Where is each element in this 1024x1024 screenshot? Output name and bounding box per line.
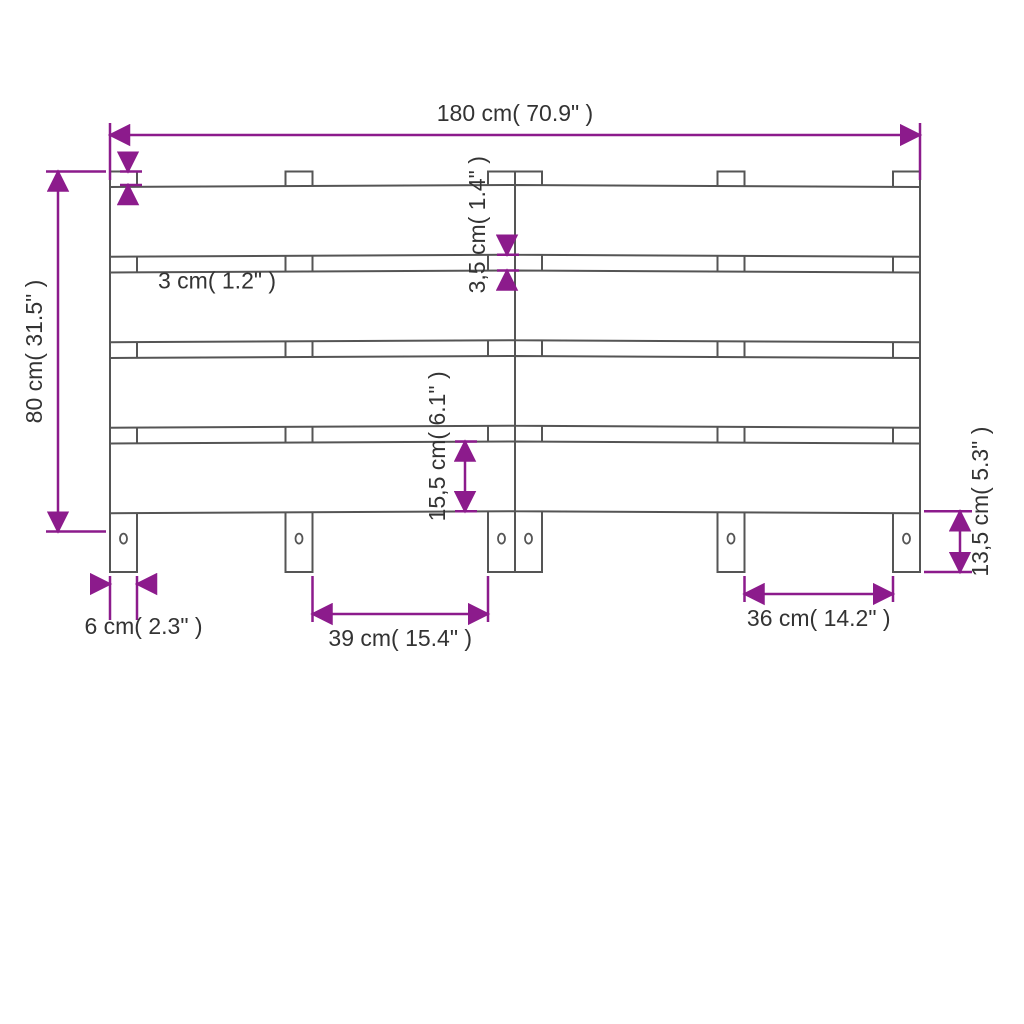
dimension-label: 15,5 cm( 6.1" ) [424, 371, 450, 521]
dimension-label: 39 cm( 15.4" ) [328, 625, 472, 651]
dimension-label: 13,5 cm( 5.3" ) [967, 427, 993, 577]
dimension-label: 36 cm( 14.2" ) [747, 605, 891, 631]
dimension-label: 3 cm( 1.2" ) [158, 267, 276, 293]
dimension-label: 180 cm( 70.9" ) [437, 100, 593, 126]
dimension-label: 3,5 cm( 1.4" ) [464, 156, 490, 293]
dimension-label: 80 cm( 31.5" ) [21, 280, 47, 424]
dimension-label: 6 cm( 2.3" ) [84, 613, 202, 639]
